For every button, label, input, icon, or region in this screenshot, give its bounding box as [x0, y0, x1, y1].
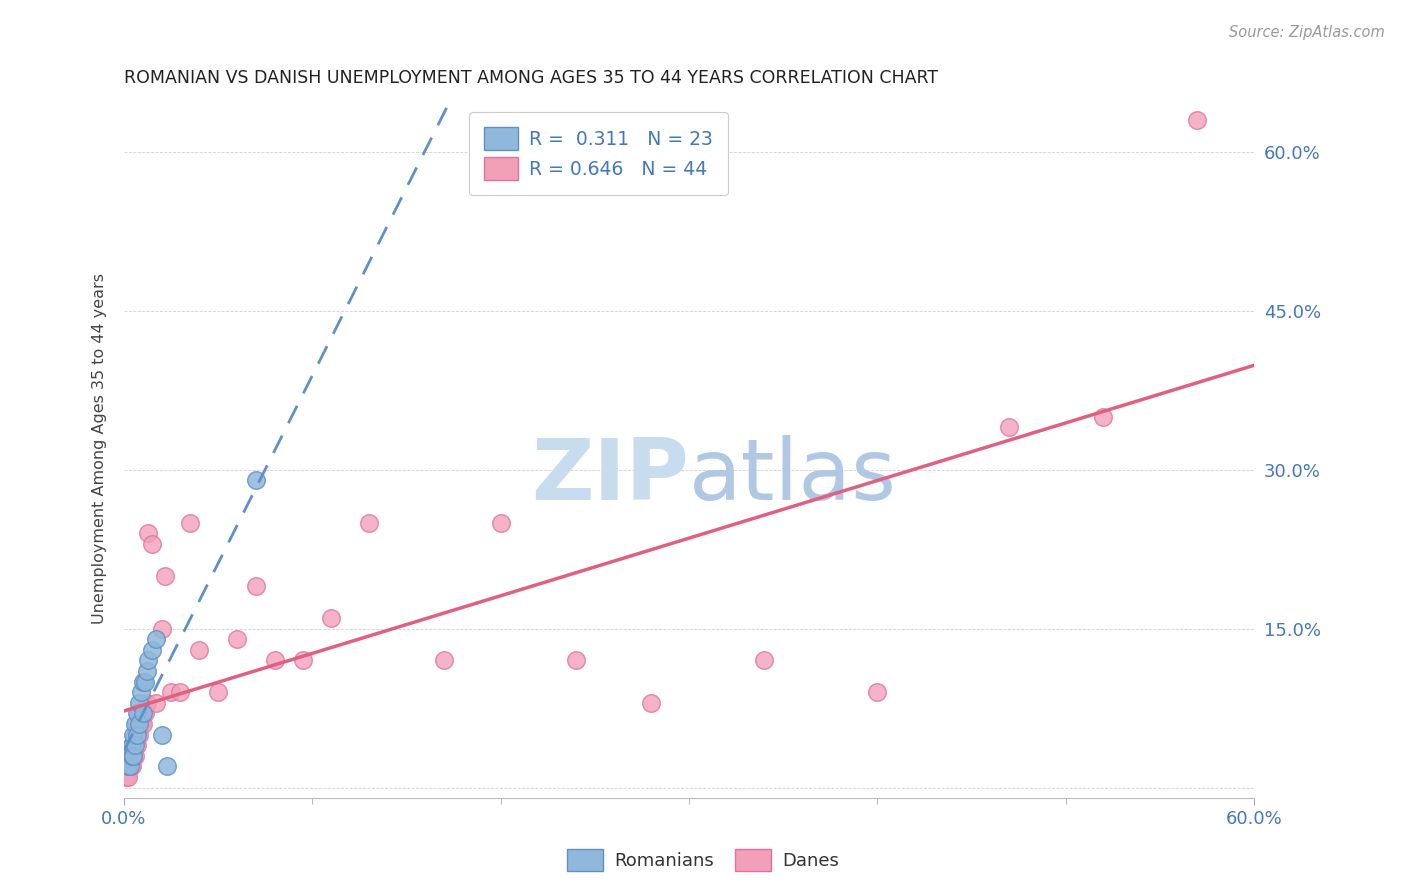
Point — [135, 696, 157, 710]
Point — [132, 717, 155, 731]
Point — [207, 685, 229, 699]
Text: ZIP: ZIP — [531, 435, 689, 518]
Point — [122, 738, 145, 752]
Point — [134, 674, 156, 689]
Point — [122, 748, 145, 763]
Point — [127, 717, 149, 731]
Point — [122, 728, 145, 742]
Point — [226, 632, 249, 647]
Point — [118, 748, 141, 763]
Point — [124, 748, 146, 763]
Point — [121, 738, 143, 752]
Point — [640, 696, 662, 710]
Point — [132, 674, 155, 689]
Point — [124, 717, 146, 731]
Point — [245, 579, 267, 593]
Point — [115, 770, 138, 784]
Text: Source: ZipAtlas.com: Source: ZipAtlas.com — [1229, 25, 1385, 40]
Point — [754, 653, 776, 667]
Point — [132, 706, 155, 721]
Legend: R =  0.311   N = 23, R = 0.646   N = 44: R = 0.311 N = 23, R = 0.646 N = 44 — [470, 112, 728, 195]
Point — [122, 748, 145, 763]
Point — [121, 738, 143, 752]
Point — [128, 728, 150, 742]
Point — [121, 759, 143, 773]
Point — [150, 622, 173, 636]
Legend: Romanians, Danes: Romanians, Danes — [560, 842, 846, 879]
Point — [155, 568, 177, 582]
Point — [1092, 409, 1115, 424]
Point — [245, 474, 267, 488]
Point — [565, 653, 588, 667]
Point — [866, 685, 889, 699]
Point — [179, 516, 201, 530]
Point — [128, 696, 150, 710]
Point — [127, 728, 149, 742]
Point — [160, 685, 183, 699]
Point — [489, 516, 512, 530]
Point — [998, 420, 1021, 434]
Point — [145, 632, 167, 647]
Point — [128, 706, 150, 721]
Point — [141, 643, 163, 657]
Point — [169, 685, 191, 699]
Point — [188, 643, 211, 657]
Point — [135, 664, 157, 678]
Y-axis label: Unemployment Among Ages 35 to 44 years: Unemployment Among Ages 35 to 44 years — [93, 273, 107, 624]
Point — [156, 759, 179, 773]
Point — [433, 653, 456, 667]
Point — [121, 748, 143, 763]
Point — [127, 706, 149, 721]
Point — [138, 653, 160, 667]
Point — [124, 738, 146, 752]
Point — [150, 728, 173, 742]
Text: ROMANIAN VS DANISH UNEMPLOYMENT AMONG AGES 35 TO 44 YEARS CORRELATION CHART: ROMANIAN VS DANISH UNEMPLOYMENT AMONG AG… — [124, 69, 938, 87]
Point — [127, 738, 149, 752]
Point — [124, 728, 146, 742]
Point — [129, 685, 152, 699]
Text: atlas: atlas — [689, 435, 897, 518]
Point — [118, 759, 141, 773]
Point — [145, 696, 167, 710]
Point — [291, 653, 314, 667]
Point — [1187, 113, 1209, 128]
Point — [117, 759, 139, 773]
Point — [117, 770, 139, 784]
Point — [321, 611, 343, 625]
Point — [357, 516, 380, 530]
Point — [129, 717, 152, 731]
Point — [141, 537, 163, 551]
Point — [117, 759, 139, 773]
Point — [263, 653, 285, 667]
Point — [134, 706, 156, 721]
Point — [138, 526, 160, 541]
Point — [118, 759, 141, 773]
Point — [128, 717, 150, 731]
